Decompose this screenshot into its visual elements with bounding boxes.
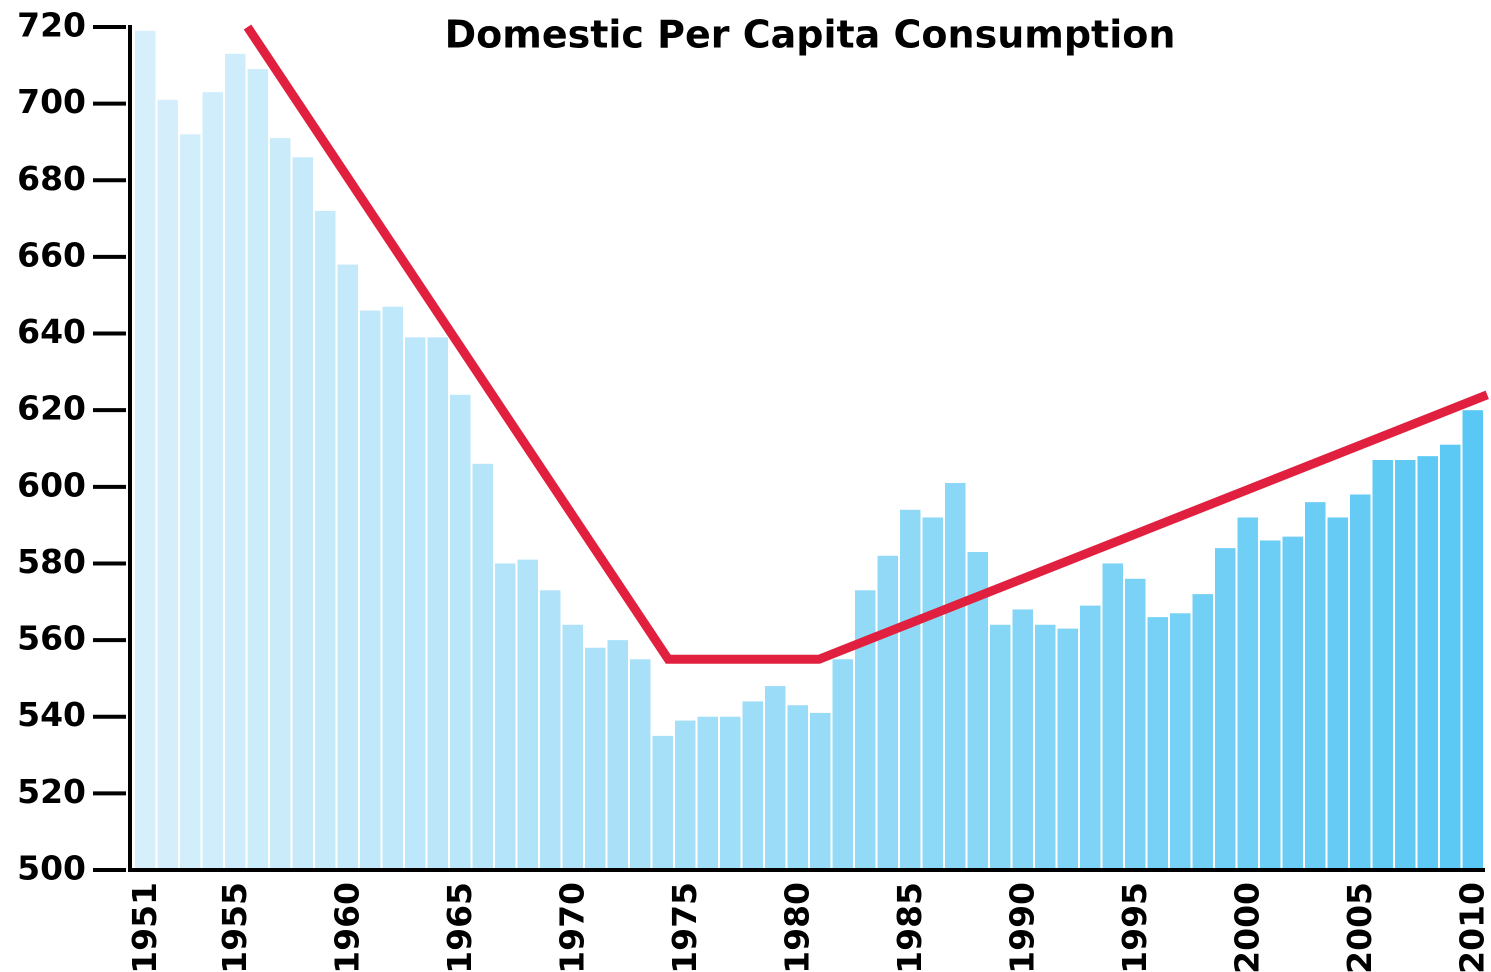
bar (247, 69, 268, 870)
x-tick-label: 1951 (125, 882, 164, 972)
bar (922, 517, 943, 870)
bar (787, 705, 808, 870)
bar (607, 640, 628, 870)
bar (1282, 536, 1303, 870)
bar (1417, 456, 1438, 870)
bar (1440, 444, 1461, 870)
bar (382, 306, 403, 870)
bar (562, 624, 583, 870)
bar (765, 686, 786, 870)
bar (990, 624, 1011, 870)
x-tick-label: 1975 (665, 882, 704, 972)
bar (697, 716, 718, 870)
y-tick-label: 560 (17, 619, 86, 658)
bar (1237, 517, 1258, 870)
bar (405, 337, 426, 870)
y-tick-label: 700 (17, 82, 86, 121)
bar (517, 559, 538, 870)
x-tick-label: 1990 (1002, 882, 1041, 972)
bar (1395, 459, 1416, 870)
bar (495, 563, 516, 870)
bar (1192, 594, 1213, 870)
bar (877, 555, 898, 870)
bar (1057, 628, 1078, 870)
bar (1125, 578, 1146, 870)
bar (1350, 494, 1371, 870)
y-tick-label: 520 (17, 772, 86, 811)
bar (855, 590, 876, 870)
bar (967, 551, 988, 870)
bar (810, 712, 831, 870)
bar (270, 138, 291, 870)
y-tick-label: 620 (17, 389, 86, 428)
x-tick-label: 1955 (215, 882, 254, 972)
y-tick-label: 600 (17, 465, 86, 504)
trend-line (243, 24, 1489, 664)
bar (180, 134, 201, 871)
bar (135, 30, 156, 871)
bar (1035, 624, 1056, 870)
bar (1147, 617, 1168, 870)
x-tick-label: 1995 (1115, 882, 1154, 972)
bar (1260, 540, 1281, 870)
bar (1012, 609, 1033, 870)
x-tick-label: 2010 (1452, 882, 1491, 972)
bar (945, 482, 966, 870)
y-tick-label: 540 (17, 695, 86, 734)
y-tick-label: 580 (17, 542, 86, 581)
bar (900, 509, 921, 870)
x-tick-label: 1960 (327, 882, 366, 972)
y-tick-label: 500 (17, 849, 86, 888)
bar (1080, 605, 1101, 870)
bar (742, 701, 763, 870)
bar (585, 647, 606, 870)
bar (630, 659, 651, 870)
bar (832, 659, 853, 870)
x-tick-label: 1980 (777, 882, 816, 972)
bar (315, 210, 336, 871)
y-tick-label: 660 (17, 235, 86, 274)
bar (360, 310, 381, 870)
bar (427, 337, 448, 870)
bar (1102, 563, 1123, 870)
y-tick-label: 680 (17, 159, 86, 198)
y-tick-label: 720 (17, 6, 86, 45)
bar (1372, 459, 1393, 870)
bar (292, 157, 313, 871)
bar (472, 463, 493, 870)
x-tick-label: 2000 (1227, 882, 1266, 972)
bar (450, 394, 471, 870)
x-tick-label: 1965 (440, 882, 479, 972)
bar (1170, 613, 1191, 870)
bar (202, 92, 223, 870)
bar (225, 53, 246, 870)
bar (1327, 517, 1348, 870)
bar (1305, 502, 1326, 870)
bar (540, 590, 561, 870)
bar (720, 716, 741, 870)
bar (1215, 548, 1236, 870)
x-tick-label: 1985 (890, 882, 929, 972)
y-tick-label: 640 (17, 312, 86, 351)
bar (157, 99, 178, 870)
x-tick-label: 2005 (1340, 882, 1379, 972)
bar (1462, 410, 1483, 870)
chart-title: Domestic Per Capita Consumption (445, 13, 1176, 57)
x-tick-label: 1970 (552, 882, 591, 972)
bar (337, 264, 358, 870)
bar (675, 720, 696, 870)
bar (652, 735, 673, 870)
